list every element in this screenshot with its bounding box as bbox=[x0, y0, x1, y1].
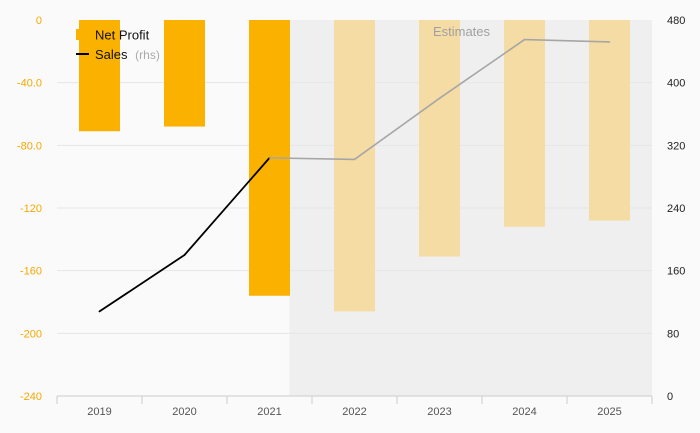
y-right-tick-label: 80 bbox=[667, 328, 679, 340]
sales-line bbox=[98, 38, 611, 313]
y-left-tick-label: 0 bbox=[36, 15, 42, 27]
estimates-label: Estimates bbox=[433, 24, 491, 39]
legend: Net Profit Sales (rhs) bbox=[76, 28, 160, 62]
net-profit-bar-2025 bbox=[589, 20, 630, 221]
x-tick-label: 2025 bbox=[597, 406, 621, 418]
y-left-tick-label: -40.0 bbox=[17, 78, 42, 90]
legend-sales-rhs: (rhs) bbox=[135, 48, 160, 62]
sales-line-segment-2022-2023 bbox=[353, 97, 441, 161]
legend-sales-name: Sales bbox=[95, 47, 128, 62]
x-tick-label: 2020 bbox=[172, 406, 196, 418]
net-profit-bar-2020 bbox=[164, 20, 205, 127]
net-profit-bar-2023 bbox=[419, 20, 460, 257]
net-profit-bar-2022 bbox=[334, 20, 375, 312]
y-right-tick-label: 160 bbox=[667, 266, 685, 278]
sales-line-segment-2021-2022 bbox=[268, 157, 356, 161]
y-left-tick-label: -120 bbox=[20, 203, 42, 215]
sales-line-segment-2024-2025 bbox=[523, 38, 611, 43]
y-right-tick-label: 400 bbox=[667, 78, 685, 90]
y-left-tick-label: -80.0 bbox=[17, 140, 42, 152]
y-right-tick-label: 320 bbox=[667, 140, 685, 152]
sales-line-segment-2019-2020 bbox=[98, 254, 186, 313]
y-right-tick-label: 240 bbox=[667, 203, 685, 215]
x-tick-label: 2022 bbox=[342, 406, 366, 418]
net-profit-bar-2024 bbox=[504, 20, 545, 227]
legend-net-profit-label: Net Profit bbox=[95, 28, 150, 43]
legend-sales-label: Sales (rhs) bbox=[95, 47, 160, 62]
x-tick-label: 2019 bbox=[87, 406, 111, 418]
y-right-tick-label: 480 bbox=[667, 15, 685, 27]
sales-line-segment-2023-2024 bbox=[438, 38, 526, 100]
axes: 0 -40.0 -80.0 -120 -160 -200 -240 480 400 320 240 1… bbox=[17, 15, 685, 418]
y-right-tick-label: 0 bbox=[667, 391, 673, 403]
y-left-tick-label: -240 bbox=[20, 391, 42, 403]
sales-line-segment-2020-2021 bbox=[183, 156, 271, 256]
y-left-tick-label: -160 bbox=[20, 266, 42, 278]
x-tick-label: 2023 bbox=[427, 406, 451, 418]
x-tick-label: 2024 bbox=[512, 406, 536, 418]
legend-net-profit-swatch bbox=[76, 29, 87, 40]
x-tick-label: 2021 bbox=[257, 406, 281, 418]
y-left-tick-label: -200 bbox=[20, 328, 42, 340]
